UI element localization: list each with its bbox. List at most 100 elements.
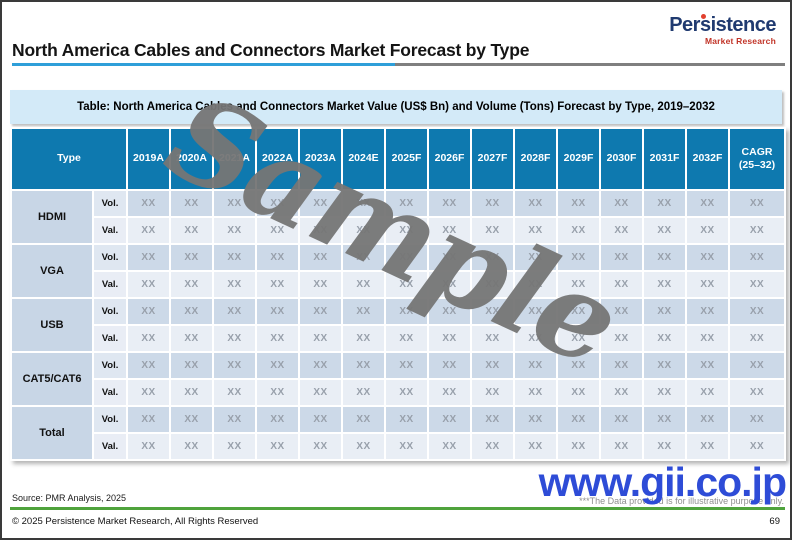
value-cell: XX	[128, 191, 169, 216]
value-cell: XX	[343, 245, 384, 270]
value-cell: XX	[343, 407, 384, 432]
value-cell: XX	[472, 191, 513, 216]
measure-label-cell: Val.	[94, 272, 126, 297]
value-cell: XX	[558, 272, 599, 297]
value-cell: XX	[687, 326, 728, 351]
year-column-header: 2026F	[429, 129, 470, 189]
value-cell: XX	[687, 353, 728, 378]
value-cell: XX	[300, 245, 341, 270]
value-cell: XX	[257, 245, 298, 270]
value-cell: XX	[128, 245, 169, 270]
value-cell: XX	[214, 380, 255, 405]
value-cell: XX	[257, 272, 298, 297]
value-cell: XX	[429, 218, 470, 243]
value-cell: XX	[601, 272, 642, 297]
year-column-header: 2027F	[472, 129, 513, 189]
title-underline	[12, 63, 785, 66]
measure-label-cell: Vol.	[94, 407, 126, 432]
value-cell: XX	[386, 353, 427, 378]
forecast-table: Type 2019A 2020A 2021A 2022A 2023A 2024E 2025F 2…	[10, 127, 786, 461]
value-cell: XX	[472, 380, 513, 405]
page-number: 69	[769, 516, 780, 527]
value-cell: XX	[601, 218, 642, 243]
value-cell: XX	[429, 353, 470, 378]
illustrative-purpose-note: ***The Data provided is for illustrative…	[579, 496, 784, 506]
value-cell: XX	[386, 191, 427, 216]
value-cell: XX	[300, 407, 341, 432]
year-column-header: 2030F	[601, 129, 642, 189]
measure-label-cell: Val.	[94, 380, 126, 405]
measure-label-cell: Val.	[94, 434, 126, 459]
table-row: Val. XX XX XX XX XX XX XX XX XX XX XX XX XX XX XX	[12, 272, 784, 297]
value-cell: XX	[687, 245, 728, 270]
value-cell: XX	[644, 380, 685, 405]
value-cell: XX	[128, 434, 169, 459]
value-cell: XX	[300, 326, 341, 351]
value-cell: XX	[343, 434, 384, 459]
value-cell: XX	[687, 218, 728, 243]
value-cell: XX	[429, 434, 470, 459]
value-cell: XX	[386, 299, 427, 324]
logo-name: Persistence	[669, 14, 776, 36]
value-cell: XX	[343, 353, 384, 378]
value-cell: XX	[214, 353, 255, 378]
value-cell: XX	[214, 272, 255, 297]
page-title: North America Cables and Connectors Mark…	[12, 40, 530, 60]
value-cell: XX	[472, 407, 513, 432]
value-cell: XX	[429, 245, 470, 270]
title-underline-accent	[12, 63, 395, 66]
value-cell: XX	[429, 380, 470, 405]
value-cell: XX	[730, 353, 784, 378]
measure-label-cell: Vol.	[94, 353, 126, 378]
value-cell: XX	[515, 191, 556, 216]
value-cell: XX	[171, 380, 212, 405]
value-cell: XX	[257, 218, 298, 243]
year-column-header: 2019A	[128, 129, 169, 189]
value-cell: XX	[687, 191, 728, 216]
value-cell: XX	[300, 380, 341, 405]
value-cell: XX	[515, 299, 556, 324]
value-cell: XX	[128, 326, 169, 351]
value-cell: XX	[687, 434, 728, 459]
value-cell: XX	[644, 218, 685, 243]
value-cell: XX	[687, 299, 728, 324]
value-cell: XX	[257, 326, 298, 351]
value-cell: XX	[386, 326, 427, 351]
value-cell: XX	[300, 434, 341, 459]
value-cell: XX	[472, 218, 513, 243]
table-row: Val. XX XX XX XX XX XX XX XX XX XX XX XX XX XX XX	[12, 326, 784, 351]
table-caption: Table: North America Cables and Connecto…	[10, 90, 782, 124]
value-cell: XX	[558, 353, 599, 378]
value-cell: XX	[300, 191, 341, 216]
year-column-header: 2031F	[644, 129, 685, 189]
value-cell: XX	[472, 245, 513, 270]
value-cell: XX	[343, 191, 384, 216]
value-cell: XX	[558, 434, 599, 459]
value-cell: XX	[343, 326, 384, 351]
value-cell: XX	[343, 272, 384, 297]
value-cell: XX	[472, 299, 513, 324]
value-cell: XX	[644, 299, 685, 324]
measure-label-cell: Vol.	[94, 299, 126, 324]
value-cell: XX	[171, 245, 212, 270]
value-cell: XX	[644, 407, 685, 432]
value-cell: XX	[171, 299, 212, 324]
measure-label-cell: Val.	[94, 326, 126, 351]
value-cell: XX	[515, 407, 556, 432]
value-cell: XX	[558, 218, 599, 243]
year-column-header: 2032F	[687, 129, 728, 189]
value-cell: XX	[515, 353, 556, 378]
gii-site-watermark: www.gii.co.jp	[538, 459, 787, 505]
value-cell: XX	[214, 245, 255, 270]
year-column-header: 2023A	[300, 129, 341, 189]
value-cell: XX	[257, 299, 298, 324]
value-cell: XX	[257, 353, 298, 378]
value-cell: XX	[730, 191, 784, 216]
value-cell: XX	[386, 407, 427, 432]
type-cell: CAT5/CAT6	[12, 353, 92, 405]
value-cell: XX	[300, 272, 341, 297]
value-cell: XX	[128, 272, 169, 297]
value-cell: XX	[257, 407, 298, 432]
value-cell: XX	[472, 272, 513, 297]
